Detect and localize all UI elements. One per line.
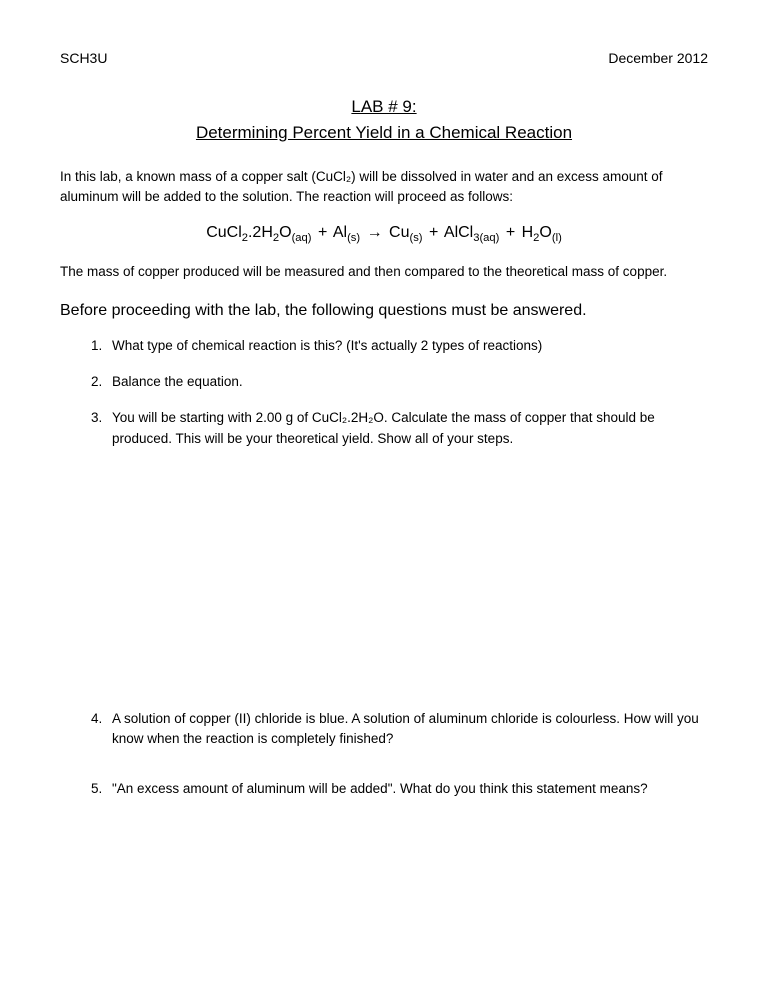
post-equation-paragraph: The mass of copper produced will be meas… (60, 262, 708, 282)
product-3: H2O(l) (522, 224, 562, 241)
question-1: What type of chemical reaction is this? … (106, 336, 708, 356)
lab-number: LAB # 9: (60, 94, 708, 120)
page-header: SCH3U December 2012 (60, 50, 708, 66)
title-block: LAB # 9: Determining Percent Yield in a … (60, 94, 708, 145)
questions-list: What type of chemical reaction is this? … (60, 336, 708, 800)
intro-paragraph: In this lab, a known mass of a copper sa… (60, 167, 708, 206)
pre-questions-heading: Before proceeding with the lab, the foll… (60, 302, 708, 320)
product-2: AlCl3(aq) (444, 224, 499, 241)
plus-sign: + (506, 224, 522, 241)
lab-document-page: SCH3U December 2012 LAB # 9: Determining… (0, 0, 768, 866)
product-1: Cu(s) (389, 224, 423, 241)
reactant-2: Al(s) (333, 224, 360, 241)
question-5: "An excess amount of aluminum will be ad… (106, 779, 708, 799)
plus-sign: + (429, 224, 444, 241)
lab-title: Determining Percent Yield in a Chemical … (60, 120, 708, 146)
document-date: December 2012 (608, 50, 708, 66)
question-2: Balance the equation. (106, 372, 708, 392)
reaction-arrow: → (367, 224, 389, 241)
reactant-1: CuCl2.2H2O(aq) (206, 224, 311, 241)
plus-sign: + (318, 224, 333, 241)
chemical-equation: CuCl2.2H2O(aq) + Al(s) → Cu(s) + AlCl3(a… (60, 224, 708, 244)
question-3: You will be starting with 2.00 g of CuCl… (106, 408, 708, 449)
question-4: A solution of copper (II) chloride is bl… (106, 709, 708, 750)
course-code: SCH3U (60, 50, 107, 66)
